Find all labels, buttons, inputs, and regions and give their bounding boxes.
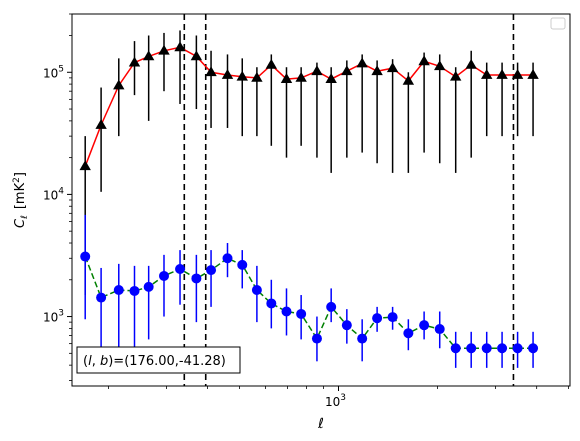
data-point: [280, 73, 293, 83]
data-point: [450, 343, 461, 354]
data-point: [221, 68, 234, 79]
data-point: [387, 312, 398, 323]
data-point: [357, 333, 368, 344]
data-point: [222, 253, 233, 264]
data-point: [158, 44, 170, 55]
data-point: [80, 251, 91, 262]
data-point: [128, 56, 141, 67]
legend-box: [550, 17, 566, 30]
data-point: [511, 68, 524, 79]
data-point: [326, 301, 337, 312]
y-tick-label: 105: [43, 64, 64, 80]
data-point: [191, 273, 202, 284]
data-point: [325, 73, 337, 83]
svg-text:(l, b)=(176.00,-41.28): (l, b)=(176.00,-41.28): [83, 354, 226, 369]
data-point: [371, 65, 383, 76]
data-point: [79, 160, 91, 171]
data-point: [205, 66, 217, 77]
data-point: [497, 343, 508, 354]
data-point: [281, 306, 292, 317]
data-point: [356, 57, 368, 68]
data-point: [449, 70, 462, 81]
series-circle: [80, 214, 539, 368]
data-point: [481, 68, 493, 79]
data-point: [265, 58, 278, 69]
data-point: [251, 71, 263, 82]
data-point: [341, 320, 352, 331]
data-point: [190, 50, 203, 61]
data-point: [403, 328, 414, 339]
data-point: [95, 119, 107, 129]
data-point: [129, 285, 140, 296]
data-point: [206, 265, 217, 276]
data-point: [512, 343, 523, 354]
ticks-layer: 103 104 105 103: [43, 13, 569, 409]
data-point: [113, 79, 125, 90]
data-point: [418, 55, 430, 66]
data-point: [237, 259, 248, 270]
data-point: [528, 343, 539, 354]
data-point: [465, 58, 477, 69]
data-point: [143, 281, 154, 292]
data-point: [113, 284, 124, 295]
data-point: [496, 68, 508, 79]
y-tick-label: 104: [43, 186, 64, 202]
data-point: [311, 65, 323, 76]
series-layer: [79, 30, 539, 368]
data-point: [466, 343, 477, 354]
data-point: [311, 333, 322, 344]
data-point: [527, 68, 539, 79]
series-triangle: [79, 30, 539, 296]
data-point: [419, 320, 430, 331]
data-point: [295, 71, 307, 82]
y-tick-label: 103: [43, 309, 64, 325]
data-point: [296, 308, 307, 319]
data-point: [372, 313, 383, 324]
data-point: [402, 74, 415, 85]
data-point: [481, 343, 492, 354]
data-point: [266, 298, 277, 309]
data-point: [142, 50, 155, 61]
data-point: [96, 292, 107, 303]
data-point: [175, 264, 186, 275]
x-axis-label: ℓ: [317, 416, 324, 432]
data-point: [174, 41, 186, 52]
data-point: [341, 65, 353, 76]
data-point: [236, 70, 248, 81]
coordinate-annotation: (l, b)=(176.00,-41.28): [76, 346, 241, 374]
data-point: [434, 60, 446, 71]
data-point: [251, 284, 262, 295]
data-point: [434, 324, 445, 335]
x-tick-label: 103: [325, 393, 346, 409]
data-point: [386, 62, 399, 73]
data-point: [158, 270, 169, 281]
y-axis-label: Cℓ[mK2]: [12, 172, 30, 228]
